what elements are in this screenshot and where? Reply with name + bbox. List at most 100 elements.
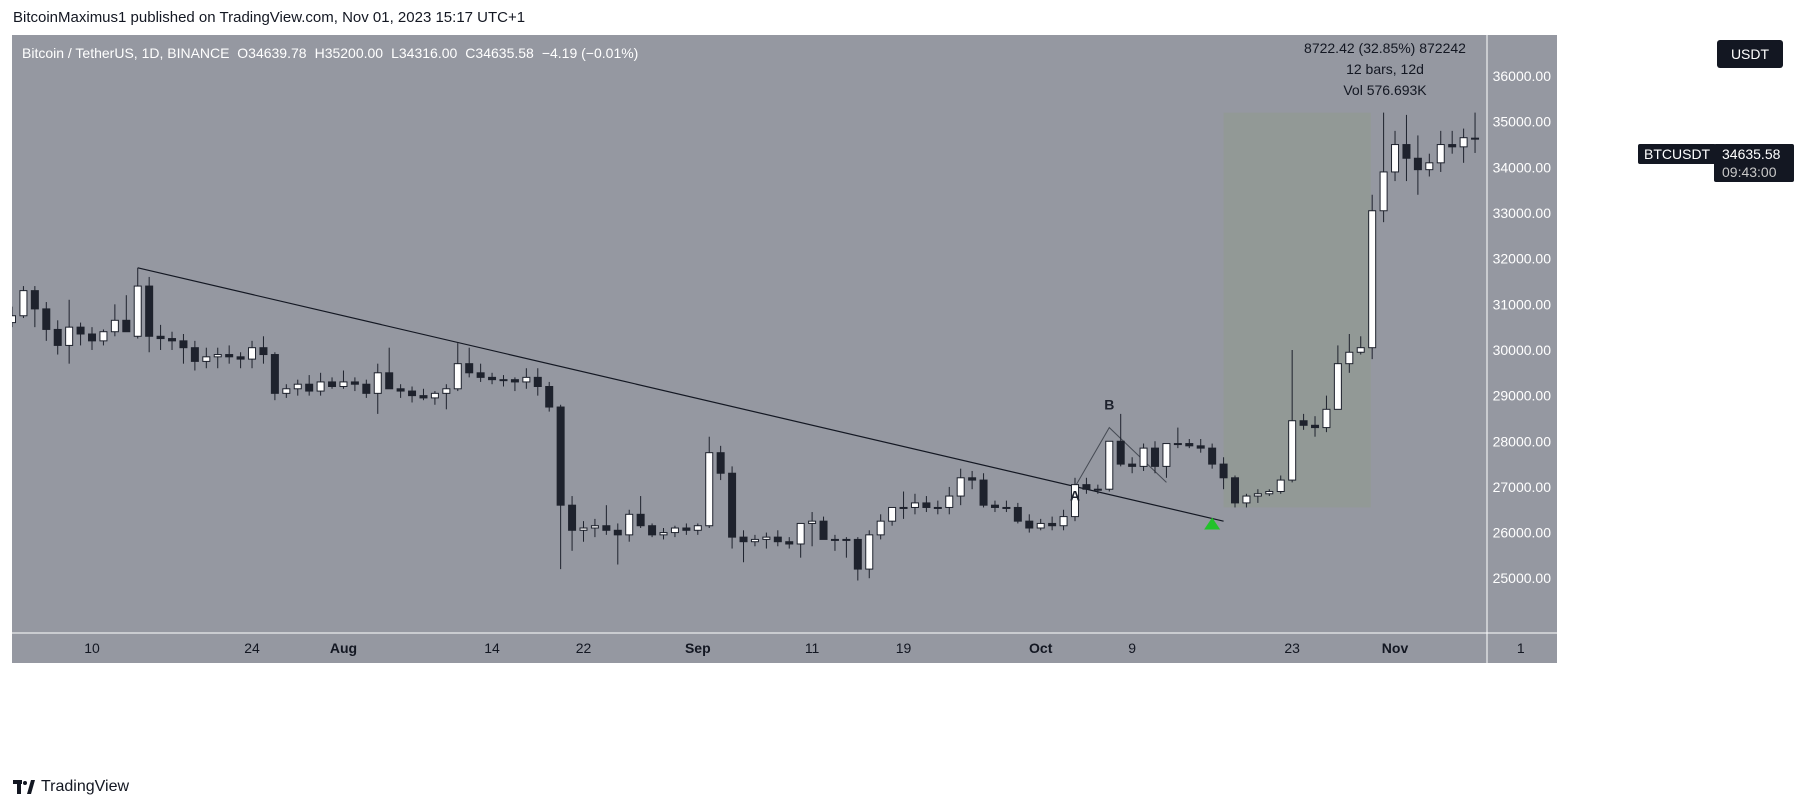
publisher-caption: BitcoinMaximus1 published on TradingView… bbox=[13, 9, 526, 26]
candle bbox=[1002, 500, 1011, 513]
candle bbox=[1025, 514, 1034, 533]
candle-body bbox=[1196, 445, 1205, 449]
candle bbox=[190, 340, 199, 371]
candle bbox=[99, 329, 108, 346]
candle-body bbox=[1070, 484, 1079, 518]
candle bbox=[739, 530, 748, 563]
candle bbox=[476, 363, 485, 382]
candle-body bbox=[19, 290, 28, 317]
candle-body bbox=[1093, 488, 1102, 491]
candle bbox=[1311, 416, 1320, 437]
candle-body bbox=[99, 331, 108, 342]
tradingview-logo[interactable]: TradingView bbox=[13, 778, 129, 796]
candle-body bbox=[145, 285, 154, 337]
candle-body bbox=[362, 383, 371, 394]
candle-body bbox=[488, 376, 497, 381]
candle bbox=[922, 496, 931, 513]
candle-body bbox=[419, 395, 428, 399]
candle-body bbox=[122, 319, 131, 333]
candle-body bbox=[1036, 522, 1045, 529]
candle bbox=[19, 286, 28, 319]
candle bbox=[1013, 502, 1022, 524]
last-price: 34635.58 bbox=[1722, 146, 1781, 162]
y-tick-label: 27000.00 bbox=[1493, 479, 1552, 495]
annotations-group: AB bbox=[1070, 396, 1221, 530]
candle bbox=[910, 493, 919, 515]
candle bbox=[933, 500, 942, 515]
candle bbox=[1265, 489, 1274, 497]
candle bbox=[225, 345, 234, 364]
x-tick-label: Nov bbox=[1382, 640, 1409, 656]
candle-body bbox=[899, 506, 908, 509]
candle bbox=[202, 347, 211, 369]
x-tick-label: 19 bbox=[896, 640, 912, 656]
candle bbox=[168, 331, 177, 350]
currency-button[interactable]: USDT bbox=[1717, 40, 1783, 68]
candle bbox=[156, 324, 165, 350]
candle bbox=[1059, 509, 1068, 531]
y-tick-label: 34000.00 bbox=[1493, 159, 1552, 175]
candle-body bbox=[853, 538, 862, 570]
candle-body bbox=[1288, 420, 1297, 481]
candle-body bbox=[1345, 351, 1354, 365]
x-tick-label: 1 bbox=[1517, 640, 1525, 656]
candle bbox=[488, 372, 497, 385]
brand-name: TradingView bbox=[41, 778, 130, 795]
candle-body bbox=[1459, 137, 1468, 148]
candle-body bbox=[168, 338, 177, 342]
candle bbox=[499, 375, 508, 387]
high-value: 35200.00 bbox=[324, 45, 384, 61]
candle bbox=[1471, 112, 1480, 153]
candle bbox=[533, 368, 542, 396]
candle bbox=[830, 534, 839, 551]
candle-body bbox=[190, 347, 199, 362]
candle-body bbox=[636, 513, 645, 527]
candle bbox=[705, 436, 714, 529]
candle-body bbox=[750, 538, 759, 543]
candle bbox=[990, 500, 999, 513]
candle bbox=[842, 537, 851, 558]
candle bbox=[956, 468, 965, 506]
candle bbox=[659, 528, 668, 540]
measure-bars: 12 bars, 12d bbox=[1346, 61, 1424, 77]
candle bbox=[259, 336, 268, 364]
candle bbox=[30, 286, 39, 328]
candle bbox=[282, 384, 291, 398]
candle-body bbox=[328, 381, 337, 387]
candle bbox=[465, 347, 474, 378]
candlestick-chart[interactable]: AB 25000.0026000.0027000.0028000.0029000… bbox=[12, 35, 1557, 663]
symbol-price-tag: BTCUSDT bbox=[1638, 144, 1717, 164]
candle-body bbox=[1265, 490, 1274, 495]
candle bbox=[1276, 475, 1285, 494]
candle bbox=[270, 352, 279, 401]
candle bbox=[602, 505, 611, 535]
candle-body bbox=[648, 525, 657, 536]
bar-countdown: 09:43:00 bbox=[1722, 164, 1777, 180]
candle bbox=[545, 381, 554, 412]
candle-body bbox=[396, 388, 405, 392]
candle-body bbox=[1105, 440, 1114, 490]
y-tick-label: 32000.00 bbox=[1493, 251, 1552, 267]
candle bbox=[1196, 438, 1205, 453]
candle bbox=[728, 466, 737, 549]
candle-body bbox=[1151, 447, 1159, 467]
candle-body bbox=[248, 347, 257, 360]
candle-body bbox=[522, 376, 531, 383]
candle bbox=[1048, 516, 1057, 531]
candle bbox=[556, 404, 565, 570]
y-tick-label: 31000.00 bbox=[1493, 296, 1552, 312]
candle-body bbox=[156, 335, 165, 340]
high-key: H bbox=[314, 45, 325, 61]
candle-body bbox=[1025, 520, 1034, 529]
candle bbox=[1128, 457, 1137, 474]
candle-body bbox=[1219, 463, 1228, 479]
candle bbox=[1116, 413, 1125, 467]
candle-body bbox=[659, 532, 668, 536]
candle bbox=[1379, 112, 1388, 223]
candle bbox=[636, 496, 645, 529]
candle bbox=[396, 384, 405, 398]
candle bbox=[1322, 395, 1331, 433]
candle-body bbox=[465, 363, 474, 374]
candle bbox=[648, 523, 657, 538]
candle bbox=[145, 276, 154, 353]
